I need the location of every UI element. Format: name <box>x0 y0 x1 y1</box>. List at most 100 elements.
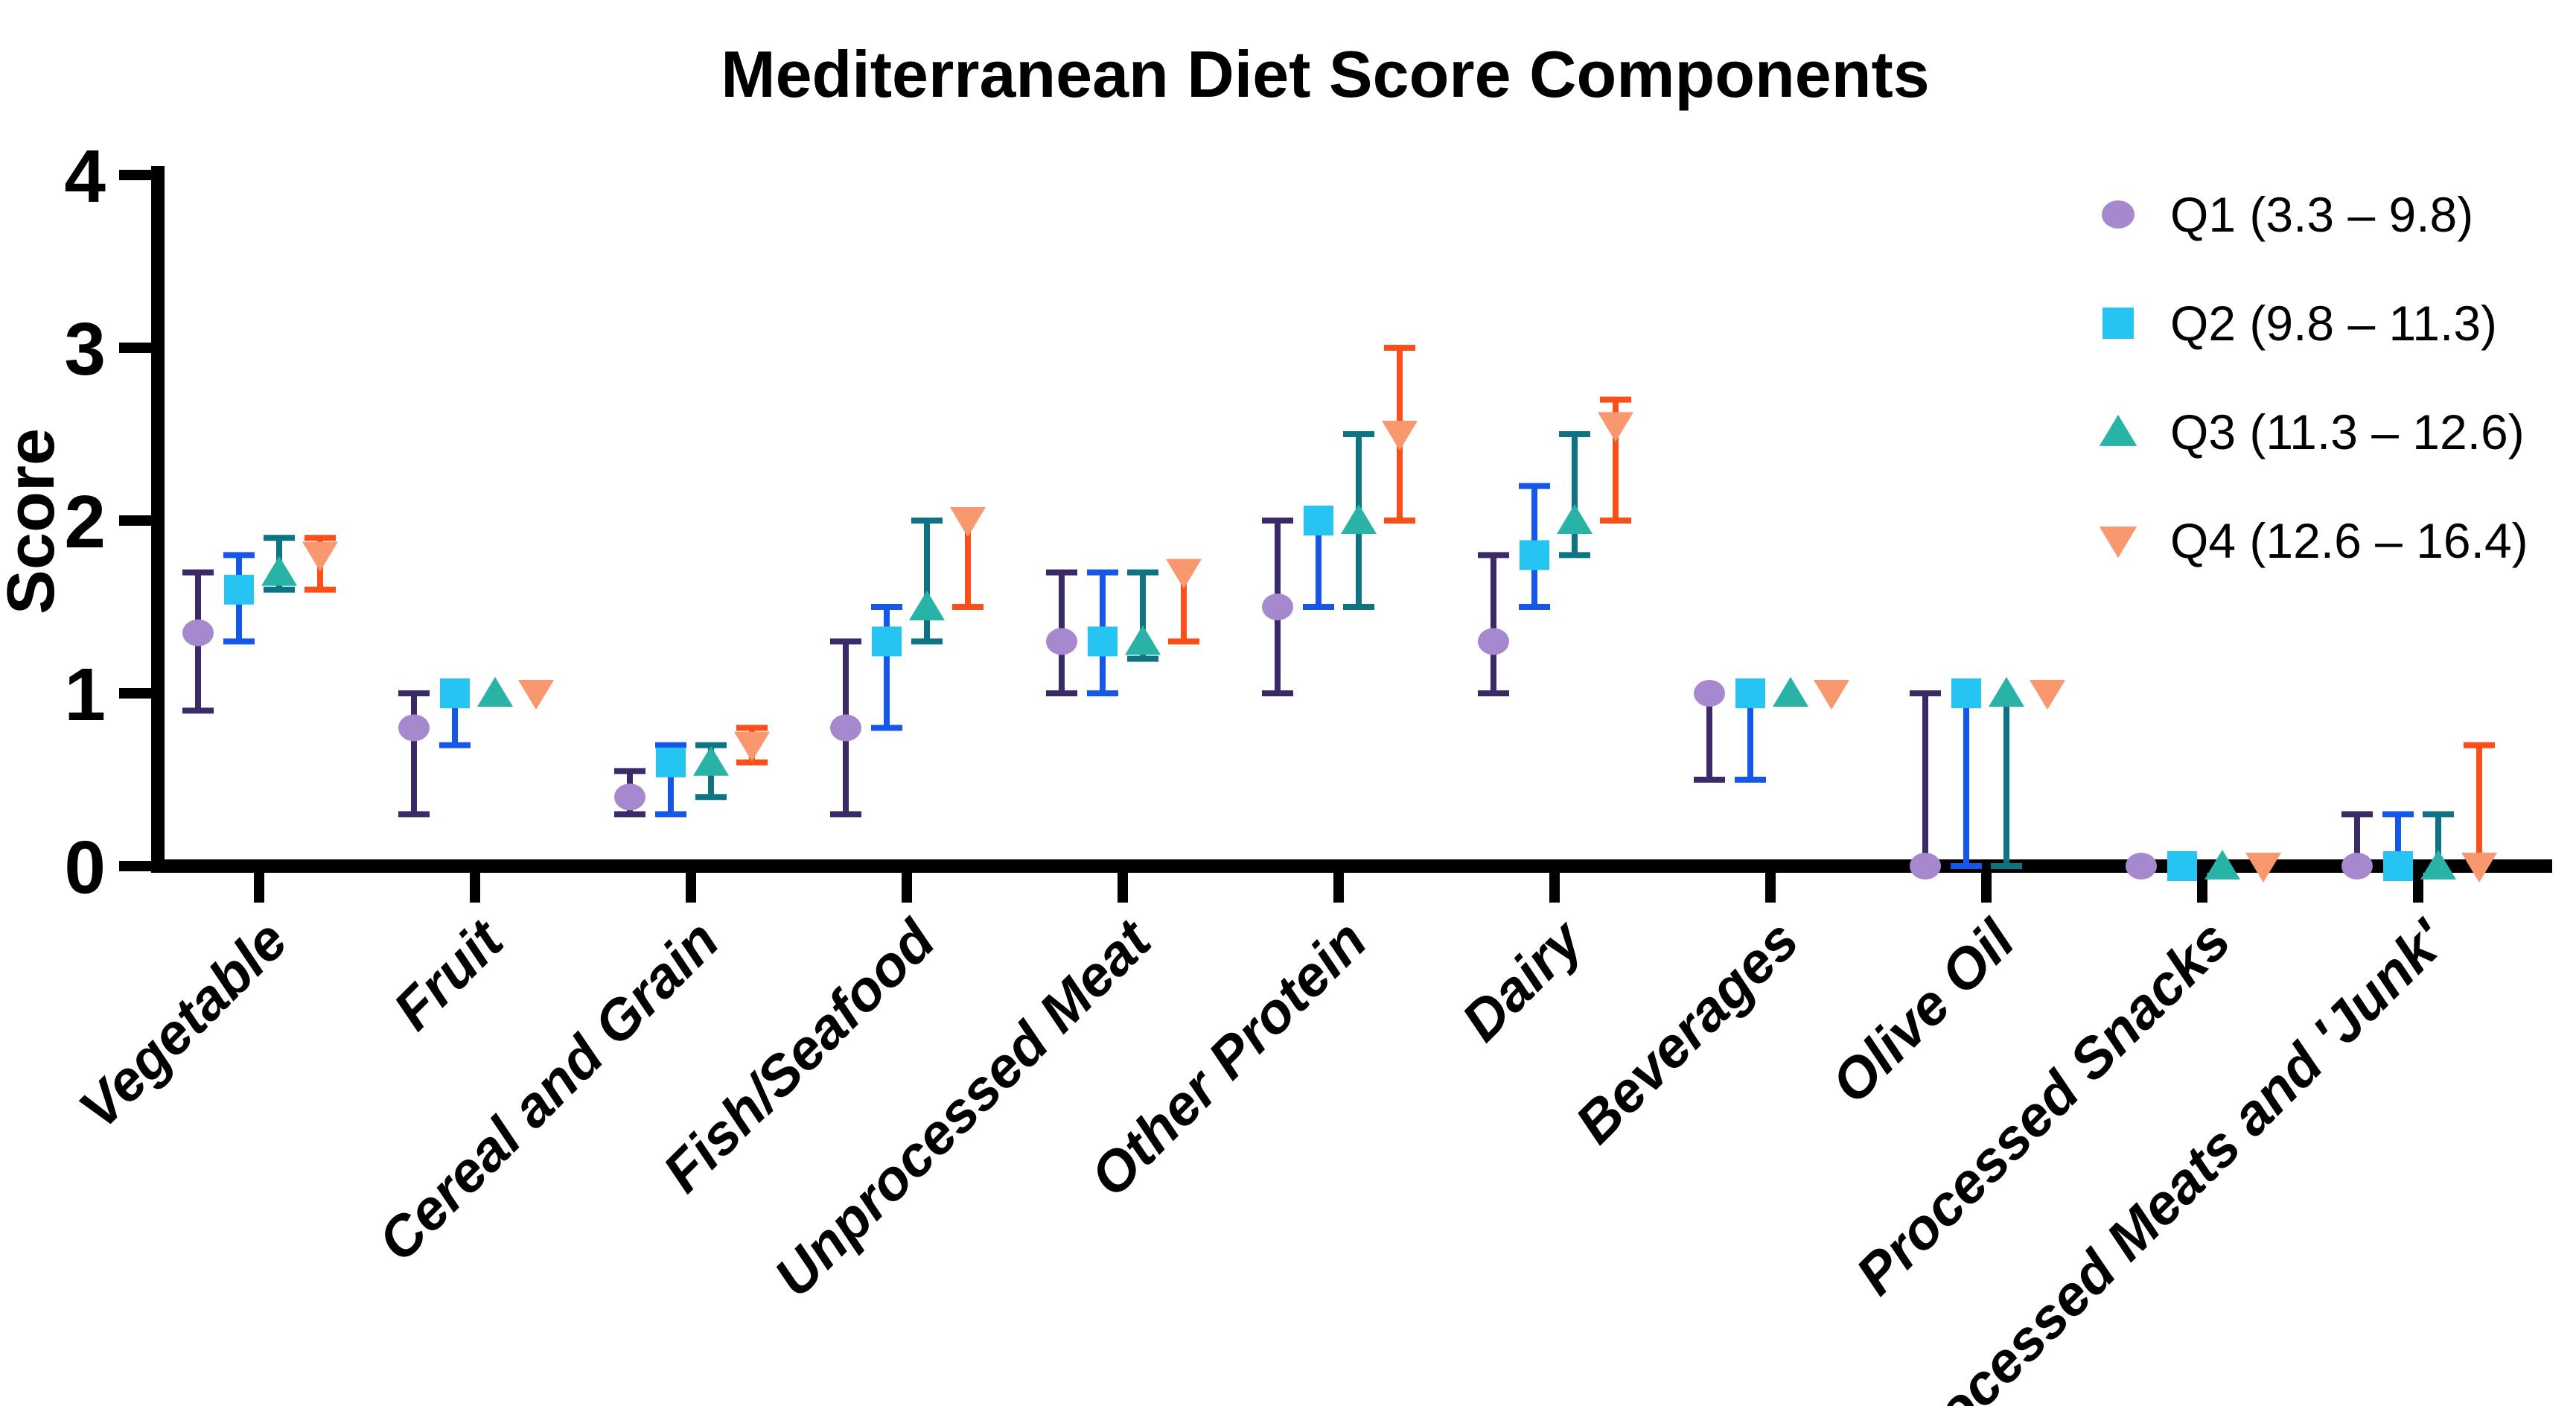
marker-triangle-up <box>909 591 945 620</box>
point-q2-processed-meats-and-junk <box>2382 811 2414 881</box>
data-series <box>182 345 2497 882</box>
marker-triangle-up <box>1773 677 1808 707</box>
x-label-olive-oil: Olive Oil <box>1820 908 2027 1116</box>
point-q3-processed-meats-and-junk <box>2420 811 2456 879</box>
marker-triangle-up <box>1125 625 1161 655</box>
point-q2-fruit <box>439 678 471 748</box>
point-q4-olive-oil <box>2030 680 2065 710</box>
x-label-unprocessed-meat: Unprocessed Meat <box>762 907 1164 1309</box>
point-q3-processed-snacks <box>2204 850 2240 879</box>
point-q1-unprocessed-meat <box>1046 569 1077 696</box>
marker-square <box>656 747 686 777</box>
point-q1-vegetable <box>182 569 214 714</box>
marker-triangle-up <box>1557 504 1593 534</box>
point-q2-fish-seafood <box>871 604 902 731</box>
point-q2-other-protein <box>1303 506 1334 610</box>
marker-triangle-down <box>734 731 770 762</box>
point-q4-fish-seafood <box>950 507 986 610</box>
marker-circle <box>1694 680 1725 707</box>
series-q1 <box>182 518 2373 879</box>
point-q4-processed-snacks <box>2245 853 2281 882</box>
series-q4 <box>302 345 2497 882</box>
marker-circle <box>1910 853 1941 879</box>
point-q4-beverages <box>1814 680 1849 710</box>
marker-circle <box>2341 853 2373 879</box>
marker-square <box>2383 851 2413 881</box>
point-q4-unprocessed-meat <box>1166 559 1202 645</box>
marker-circle <box>398 714 430 742</box>
triangle-down-icon <box>2099 527 2137 559</box>
legend: Q1 (3.3 – 9.8) Q2 (9.8 – 11.3) Q3 (11.3 – … <box>2099 187 2528 568</box>
point-q3-other-protein <box>1341 431 1377 610</box>
marker-triangle-up <box>2204 850 2240 879</box>
point-q1-processed-meats-and-junk <box>2341 811 2373 879</box>
point-q3-olive-oil <box>1989 677 2024 869</box>
series-q3 <box>261 431 2456 879</box>
marker-square <box>1520 540 1549 570</box>
marker-square <box>440 678 470 708</box>
marker-circle <box>1478 628 1509 655</box>
marker-triangle-up <box>693 745 729 776</box>
point-q4-cereal-and-grain <box>734 725 770 766</box>
point-q4-other-protein <box>1382 345 1418 524</box>
point-q2-olive-oil <box>1951 678 1982 869</box>
legend-item-q1: Q1 (3.3 – 9.8) <box>2101 187 2473 242</box>
marker-square <box>1735 678 1765 708</box>
marker-triangle-up <box>1989 677 2024 707</box>
y-tick-label-3: 3 <box>64 308 106 391</box>
x-label-fruit: Fruit <box>382 907 517 1042</box>
point-q2-vegetable <box>223 552 255 645</box>
point-q3-fruit <box>477 677 513 707</box>
marker-square <box>1951 678 1981 708</box>
x-label-processed-snacks: Processed Snacks <box>1844 909 2242 1307</box>
point-q3-vegetable <box>261 535 297 593</box>
x-label-vegetable: Vegetable <box>67 909 299 1141</box>
y-tick-label-0: 0 <box>64 826 106 909</box>
point-q1-olive-oil <box>1910 690 1941 879</box>
y-tick-label-4: 4 <box>64 135 106 218</box>
marker-square <box>872 626 902 657</box>
point-q4-processed-meats-and-junk <box>2461 742 2497 882</box>
circle-icon <box>2101 200 2135 229</box>
marker-circle <box>182 619 214 646</box>
point-q4-vegetable <box>302 535 338 593</box>
marker-square <box>224 574 254 605</box>
point-q4-fruit <box>518 680 554 710</box>
y-tick-label-1: 1 <box>64 653 106 737</box>
point-q2-unprocessed-meat <box>1087 569 1118 696</box>
point-q2-cereal-and-grain <box>655 742 686 818</box>
marker-circle <box>2126 853 2157 879</box>
point-q3-fish-seafood <box>909 518 945 645</box>
legend-label-q4: Q4 (12.6 – 16.4) <box>2170 513 2528 568</box>
triangle-up-icon <box>2099 414 2137 446</box>
marker-circle <box>1046 628 1077 655</box>
point-q1-other-protein <box>1262 518 1293 696</box>
point-q2-processed-snacks <box>2167 851 2197 881</box>
point-q2-dairy <box>1519 483 1550 610</box>
marker-circle <box>614 783 645 811</box>
x-label-dairy: Dairy <box>1450 906 1596 1053</box>
marker-triangle-down <box>2030 680 2065 710</box>
point-q3-unprocessed-meat <box>1125 569 1161 662</box>
x-label-beverages: Beverages <box>1563 909 1811 1156</box>
marker-circle <box>1262 594 1293 620</box>
point-q1-fish-seafood <box>830 638 861 818</box>
marker-circle <box>830 714 861 742</box>
marker-triangle-down <box>302 541 338 572</box>
point-q3-cereal-and-grain <box>693 742 729 801</box>
point-q3-beverages <box>1773 677 1808 707</box>
marker-triangle-down <box>518 680 554 710</box>
legend-item-q3: Q3 (11.3 – 12.6) <box>2099 404 2525 459</box>
point-q1-fruit <box>398 690 430 818</box>
y-tick-label-2: 2 <box>64 480 106 564</box>
marker-triangle-up <box>261 556 297 586</box>
legend-label-q3: Q3 (11.3 – 12.6) <box>2170 404 2525 459</box>
marker-triangle-down <box>1166 559 1202 589</box>
y-axis-label: Score <box>0 428 68 614</box>
point-q3-dairy <box>1557 431 1593 559</box>
point-q1-cereal-and-grain <box>614 768 645 818</box>
legend-label-q1: Q1 (3.3 – 9.8) <box>2170 187 2473 242</box>
marker-triangle-down <box>1814 680 1849 710</box>
marker-triangle-down <box>950 507 986 537</box>
legend-label-q2: Q2 (9.8 – 11.3) <box>2170 296 2497 351</box>
